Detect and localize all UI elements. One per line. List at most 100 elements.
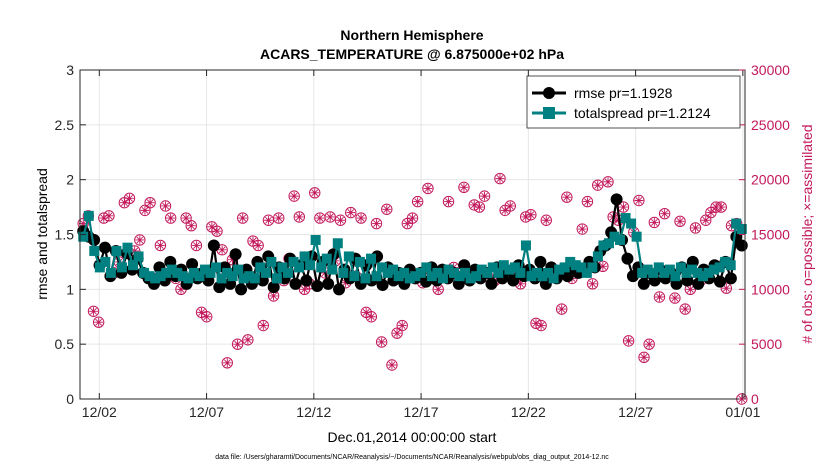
obs-assimilated-marker <box>423 184 433 193</box>
obs-count-marker <box>164 212 177 224</box>
obs-count-marker <box>334 214 347 226</box>
obs-count-marker <box>87 305 100 317</box>
obs-possible-marker <box>669 292 681 304</box>
obs-assimilated-marker <box>356 213 366 223</box>
totalspread-point <box>664 264 675 275</box>
legend-spread-marker <box>543 107 555 119</box>
obs-possible-marker <box>139 204 151 217</box>
chart-title: Northern Hemisphere <box>340 27 483 43</box>
obs-possible-marker <box>334 214 347 226</box>
obs-possible-marker <box>473 201 486 213</box>
obs-assimilated-marker <box>598 261 608 271</box>
obs-assimilated-marker <box>253 241 263 250</box>
obs-possible-marker <box>586 278 599 290</box>
obs-possible-marker <box>324 211 336 223</box>
obs-possible-marker <box>144 196 156 209</box>
obs-possible-marker <box>504 200 516 212</box>
totalspread-point <box>89 245 100 256</box>
obs-assimilated-marker <box>516 279 525 289</box>
obs-count-marker <box>92 316 105 328</box>
totalspread-point <box>382 267 393 278</box>
obs-count-marker <box>288 190 300 202</box>
totalspread-point <box>565 256 576 267</box>
obs-assimilated-marker <box>166 213 176 223</box>
rmse-point <box>207 239 220 252</box>
totalspread-point <box>460 267 471 278</box>
obs-count-marker <box>540 214 552 226</box>
obs-possible-marker <box>365 311 378 323</box>
chart-subtitle: ACARS_TEMPERATURE @ 6.875000e+02 hPa <box>260 46 564 62</box>
totalspread-point <box>559 262 570 273</box>
totalspread-point <box>100 256 111 267</box>
obs-count-marker <box>252 239 264 252</box>
totalspread-point <box>731 218 742 229</box>
totalspread-point <box>581 267 592 278</box>
totalspread-point <box>233 264 244 275</box>
obs-assimilated-marker <box>238 213 248 223</box>
totalspread-point <box>598 240 609 251</box>
obs-count-marker <box>190 239 203 252</box>
totalspread-point <box>155 271 166 282</box>
obs-assimilated-marker <box>197 307 206 317</box>
totalspread-point <box>393 271 404 282</box>
obs-assimilated-marker <box>161 201 170 211</box>
totalspread-point <box>211 262 222 273</box>
totalspread-point <box>686 264 697 275</box>
obs-count-marker <box>504 200 516 212</box>
x-tick-label: 12/12 <box>296 404 331 420</box>
totalspread-point <box>592 251 603 262</box>
rmse-point <box>229 248 242 261</box>
obs-possible-marker <box>257 319 269 332</box>
obs-assimilated-marker <box>336 215 345 225</box>
totalspread-point <box>166 264 177 275</box>
totalspread-point <box>421 262 432 273</box>
totalspread-point <box>205 267 216 278</box>
totalspread-point <box>570 260 581 271</box>
totalspread-point <box>144 271 155 282</box>
rmse-point <box>186 258 199 271</box>
obs-assimilated-marker <box>228 255 237 265</box>
obs-count-marker <box>257 319 269 332</box>
y-tick-label: 0 <box>66 391 74 407</box>
obs-assimilated-marker <box>294 212 304 222</box>
totalspread-point <box>698 271 709 282</box>
obs-assimilated-marker <box>233 339 242 349</box>
totalspread-point <box>526 271 537 282</box>
obs-count-marker <box>355 212 367 224</box>
totalspread-point <box>321 253 332 264</box>
totalspread-point <box>271 273 282 284</box>
x-tick-label: 12/02 <box>82 404 117 420</box>
rmse-point <box>267 281 280 294</box>
totalspread-point <box>471 271 482 282</box>
obs-count-marker <box>411 195 424 208</box>
obs-count-marker <box>669 292 681 304</box>
obs-assimilated-marker <box>300 284 309 294</box>
obs-assimilated-marker <box>366 312 376 322</box>
totalspread-point <box>139 267 150 278</box>
obs-possible-marker <box>576 223 588 235</box>
legend-box <box>526 75 741 129</box>
obs-possible-marker <box>643 338 655 350</box>
obs-possible-marker <box>386 359 398 371</box>
totalspread-point <box>365 253 376 264</box>
obs-possible-marker <box>689 222 702 234</box>
obs-assimilated-marker <box>155 241 165 250</box>
totalspread-point <box>177 271 188 282</box>
rmse-point <box>333 283 346 296</box>
line-series <box>77 193 748 296</box>
obs-possible-marker <box>200 311 213 323</box>
totalspread-point <box>532 267 543 278</box>
obs-assimilated-marker <box>649 218 659 227</box>
obs-possible-marker <box>221 357 233 369</box>
totalspread-point <box>554 264 565 275</box>
rmse-point <box>289 277 302 290</box>
obs-assimilated-marker <box>397 321 407 330</box>
obs-count-marker <box>700 214 712 226</box>
obs-possible-marker <box>375 336 388 348</box>
obs-possible-marker <box>103 210 115 222</box>
obs-assimilated-marker <box>248 236 258 246</box>
obs-possible-marker <box>370 217 383 230</box>
obs-possible-marker <box>592 179 604 191</box>
obs-count-marker <box>345 206 357 219</box>
totalspread-point <box>703 267 714 278</box>
